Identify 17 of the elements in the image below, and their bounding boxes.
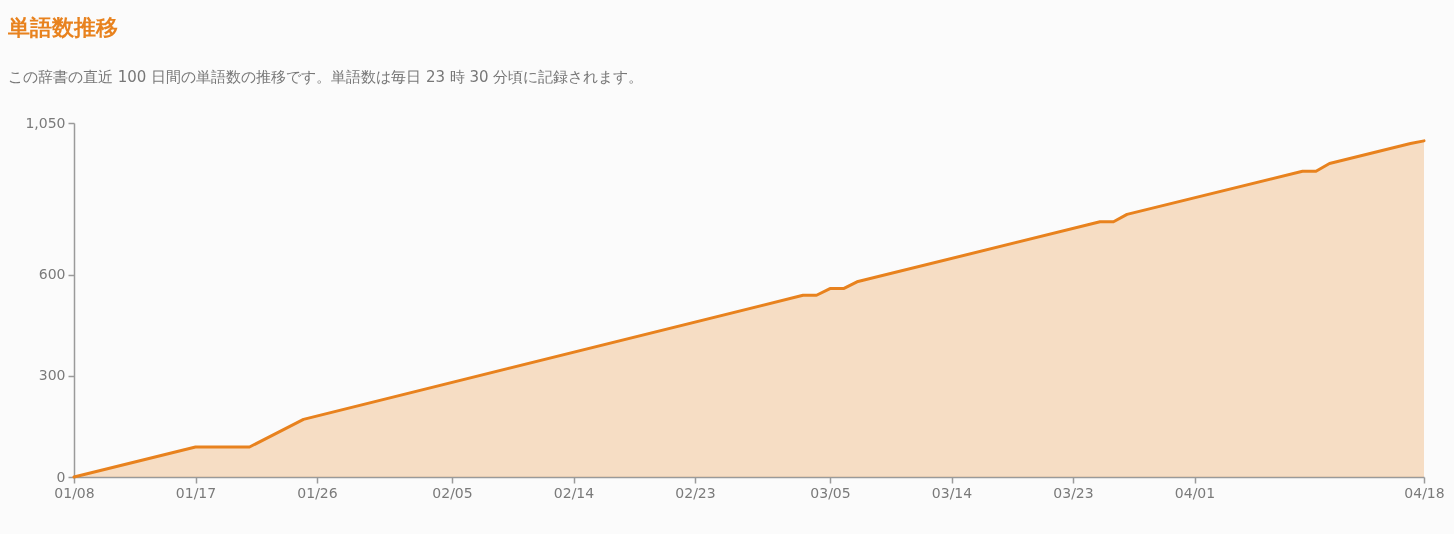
x-tick-label: 02/14 xyxy=(553,484,595,501)
y-tick-label: 1,050 xyxy=(25,114,66,131)
x-tick-label: 03/23 xyxy=(1053,484,1094,501)
y-tick-label: 600 xyxy=(38,266,66,283)
x-tick-label: 02/23 xyxy=(675,484,716,501)
chart-subtitle: この辞書の直近 100 日間の単語数の推移です。単語数は毎日 23 時 30 分頃に記録されます。 xyxy=(8,68,644,86)
x-tick-label: 01/08 xyxy=(54,484,95,501)
y-tick-label: 0 xyxy=(56,468,66,485)
x-tick-label: 03/14 xyxy=(931,484,973,501)
chart-title: 単語数推移 xyxy=(7,15,118,40)
y-tick-label: 300 xyxy=(38,367,66,384)
x-tick-label: 01/26 xyxy=(297,484,338,501)
x-tick-label: 03/05 xyxy=(810,484,851,501)
x-tick-label: 04/01 xyxy=(1174,484,1216,501)
x-tick-label: 01/17 xyxy=(175,484,217,501)
x-tick-label: 04/18 xyxy=(1404,484,1445,501)
x-tick-label: 02/05 xyxy=(432,484,473,501)
